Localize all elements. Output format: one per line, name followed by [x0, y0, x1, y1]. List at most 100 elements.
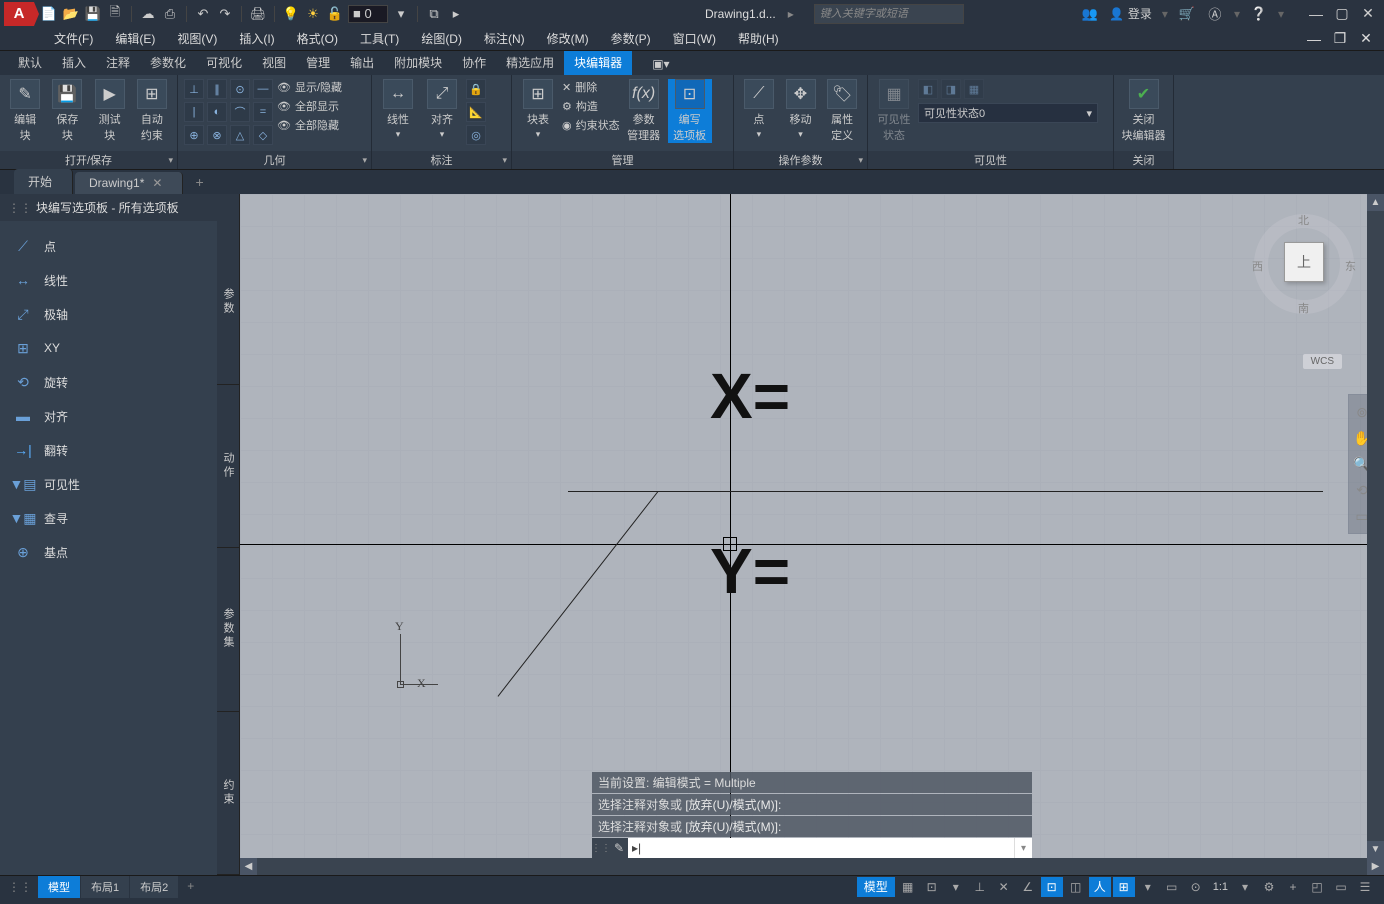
qat-bulb-icon[interactable]: 💡 — [282, 5, 300, 23]
cmd-handle-icon[interactable]: ⋮⋮ — [592, 838, 610, 858]
status-snap-icon[interactable]: ⊡ — [921, 877, 943, 897]
horizontal-scrollbar[interactable]: ◀ ▶ — [240, 858, 1384, 875]
status-grid-icon[interactable]: ▦ — [897, 877, 919, 897]
layout-tab-layout1[interactable]: 布局1 — [81, 876, 129, 898]
palette-item-point[interactable]: ⟋点 — [0, 229, 217, 263]
palette-item-basepoint[interactable]: ⊕基点 — [0, 535, 217, 569]
scroll-down-button[interactable]: ▼ — [1367, 841, 1384, 858]
menu-dimension[interactable]: 标注(N) — [474, 27, 535, 50]
menu-draw[interactable]: 绘图(D) — [411, 27, 472, 50]
qat-print-icon[interactable]: 🖨 — [249, 5, 267, 23]
help-icon[interactable]: ❔ — [1250, 5, 1268, 23]
scroll-up-button[interactable]: ▲ — [1367, 194, 1384, 211]
qat-open-icon[interactable]: 📂 — [62, 5, 80, 23]
palette-item-xy[interactable]: ⊞XY — [0, 331, 217, 365]
wcs-badge[interactable]: WCS — [1303, 354, 1342, 369]
status-lwt-icon[interactable]: ⊞ — [1113, 877, 1135, 897]
layout-tab-layout2[interactable]: 布局2 — [130, 876, 178, 898]
qat-web-icon[interactable]: ☁ — [139, 5, 157, 23]
status-transparency-icon[interactable]: ▭ — [1161, 877, 1183, 897]
qat-layer-combo[interactable]: ■ 0 — [348, 5, 388, 23]
geo-icon-8[interactable]: = — [253, 102, 273, 122]
status-scale-drop-icon[interactable]: ▾ — [1234, 877, 1256, 897]
status-clean-icon[interactable]: ▭ — [1330, 877, 1352, 897]
doc-restore-button[interactable]: ❐ — [1328, 29, 1352, 49]
qat-lock-icon[interactable]: 🔓 — [326, 5, 344, 23]
menu-file[interactable]: 文件(F) — [44, 27, 103, 50]
align-dim-button[interactable]: ⤢对齐▾ — [422, 79, 462, 140]
collab-icon[interactable]: 👥 — [1081, 5, 1099, 23]
geo-icon-6[interactable]: ◐ — [207, 102, 227, 122]
palette-item-flip[interactable]: →|翻转 — [0, 433, 217, 467]
geo-icon-4[interactable]: — — [253, 79, 273, 99]
viewcube[interactable]: 上 北 南 东 西 — [1254, 214, 1354, 314]
visibility-state-combo[interactable]: 可见性状态0▾ — [918, 103, 1098, 123]
doc-tab-drawing1[interactable]: Drawing1*✕ — [75, 172, 183, 194]
menu-insert[interactable]: 插入(I) — [229, 27, 284, 50]
save-block-button[interactable]: 💾保存 块 — [48, 79, 86, 143]
status-plus-icon[interactable]: + — [1282, 877, 1304, 897]
menu-view[interactable]: 视图(V) — [167, 27, 227, 50]
doc-tab-start[interactable]: 开始 — [14, 169, 73, 194]
status-cycling-icon[interactable]: ⊙ — [1185, 877, 1207, 897]
sidetab-parameters[interactable]: 参数 — [217, 221, 239, 385]
ribbon-tab-collab[interactable]: 协作 — [452, 50, 496, 75]
status-model-button[interactable]: 模型 — [857, 877, 895, 897]
qat-undo-icon[interactable]: ↶ — [194, 5, 212, 23]
blocktable-button[interactable]: ⊞块表▾ — [518, 79, 558, 140]
ribbon-tab-parametric[interactable]: 参数化 — [140, 50, 196, 75]
menu-tools[interactable]: 工具(T) — [350, 27, 409, 50]
ribbon-tab-blockeditor[interactable]: 块编辑器 — [564, 50, 632, 75]
app-logo[interactable]: A — [4, 2, 34, 26]
ribbon-tab-annotate[interactable]: 注释 — [96, 50, 140, 75]
geo-icon-12[interactable]: ◇ — [253, 125, 273, 145]
menu-param[interactable]: 参数(P) — [601, 27, 661, 50]
status-scale[interactable]: 1:1 — [1209, 881, 1232, 893]
delete-button[interactable]: ✕删除 — [562, 79, 620, 95]
construct-button[interactable]: ⚙构造 — [562, 98, 620, 114]
sidetab-constraints[interactable]: 约束 — [217, 712, 239, 876]
sidetab-actions[interactable]: 动作 — [217, 385, 239, 549]
menu-help[interactable]: 帮助(H) — [728, 27, 789, 50]
close-button[interactable]: ✕ — [1356, 4, 1380, 24]
point-button[interactable]: ⟋点▾ — [740, 79, 778, 140]
auto-constrain-button[interactable]: ⊞自动 约束 — [133, 79, 171, 143]
qat-sun-icon[interactable]: ☀ — [304, 5, 322, 23]
command-line[interactable]: ⋮⋮ ✎ ▸| ▾ — [592, 838, 1032, 858]
minimize-button[interactable]: — — [1304, 4, 1328, 24]
constraint-status-button[interactable]: ◉约束状态 — [562, 117, 620, 133]
ribbon-tab-visualize[interactable]: 可视化 — [196, 50, 252, 75]
qat-play-icon[interactable]: ▸ — [447, 5, 465, 23]
login-button[interactable]: 👤 登录 — [1109, 5, 1152, 22]
vertical-scrollbar[interactable]: ▲ ▼ — [1367, 194, 1384, 858]
show-hide-button[interactable]: 👁显示/隐藏 — [277, 79, 342, 95]
qat-save-icon[interactable]: 💾 — [84, 5, 102, 23]
scroll-left-button[interactable]: ◀ — [240, 858, 257, 875]
panel-label-dimension[interactable]: 标注 — [372, 151, 511, 169]
layout-tab-model[interactable]: 模型 — [38, 876, 80, 898]
status-gear-icon[interactable]: ⚙ — [1258, 877, 1280, 897]
status-polar-icon[interactable]: ✕ — [993, 877, 1015, 897]
layout-tab-add-button[interactable]: + — [179, 876, 202, 898]
qat-saveas-icon[interactable]: 🗎 — [106, 5, 124, 23]
drawing-canvas[interactable]: X= Y= Y X 上 北 南 东 西 WCS ⊚ ✋ 🔍 ⟲ ▭ ▲ ▼ ◀ — [240, 194, 1384, 875]
cart-icon[interactable]: 🛒 — [1178, 5, 1196, 23]
geo-icon-9[interactable]: ⊕ — [184, 125, 204, 145]
status-otrack-icon[interactable]: 人 — [1089, 877, 1111, 897]
ribbon-tab-view[interactable]: 视图 — [252, 50, 296, 75]
palette-item-rotation[interactable]: ⟲旋转 — [0, 365, 217, 399]
qat-redo-icon[interactable]: ↷ — [216, 5, 234, 23]
status-osnap-icon[interactable]: ⊡ — [1041, 877, 1063, 897]
dim-icon-3[interactable]: ◎ — [466, 125, 486, 145]
status-3dosnap-icon[interactable]: ◫ — [1065, 877, 1087, 897]
statusbar-handle-icon[interactable]: ⋮⋮ — [8, 880, 32, 894]
menu-format[interactable]: 格式(O) — [287, 27, 348, 50]
ribbon-tab-default[interactable]: 默认 — [8, 50, 52, 75]
panel-label-open-save[interactable]: 打开/保存 — [0, 151, 177, 169]
doc-close-button[interactable]: ✕ — [1354, 29, 1378, 49]
status-max-icon[interactable]: ◰ — [1306, 877, 1328, 897]
search-input[interactable]: 键入关键字或短语 — [814, 4, 964, 24]
geo-icon-10[interactable]: ⊗ — [207, 125, 227, 145]
geo-icon-3[interactable]: ⊙ — [230, 79, 250, 99]
doc-tab-close-icon[interactable]: ✕ — [152, 176, 162, 190]
